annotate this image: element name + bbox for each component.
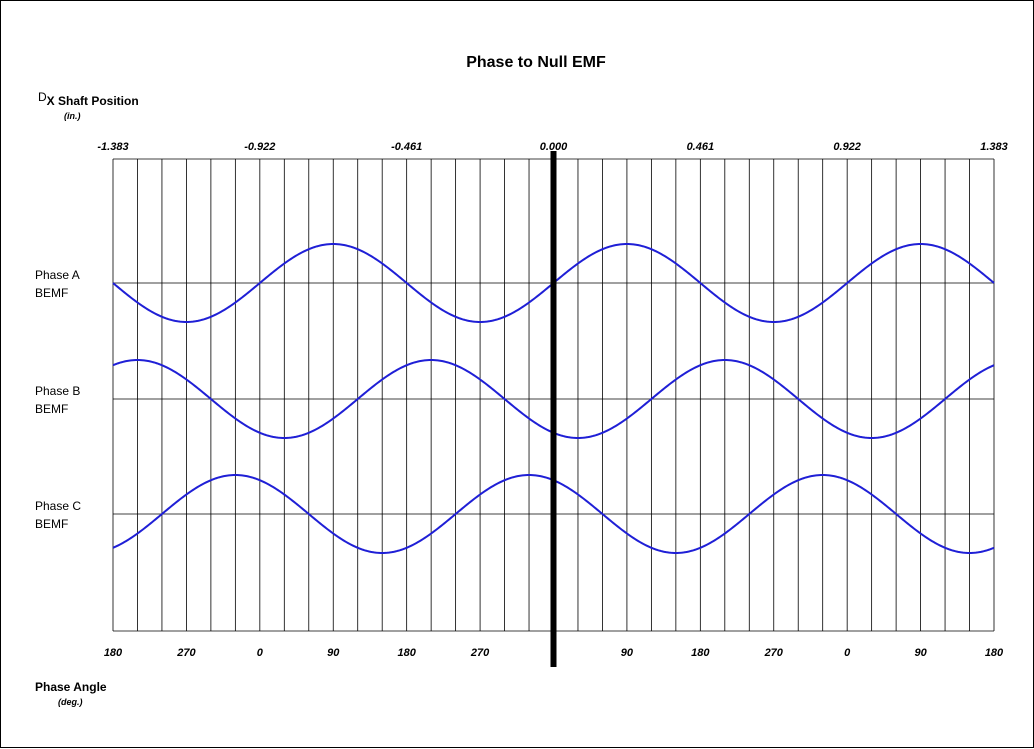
top-axis-label-text: X Shaft Position	[47, 94, 139, 108]
series-label-2-line2: BEMF	[35, 517, 68, 531]
bottom-axis-label: Phase Angle	[35, 680, 107, 694]
bottom-tick-label-0: 180	[104, 647, 123, 659]
bottom-axis-unit: (deg.)	[58, 697, 83, 707]
series-label-2-line1: Phase C	[35, 499, 81, 513]
series-label-1-line1: Phase B	[35, 384, 80, 398]
chart-title: Phase to Null EMF	[466, 54, 606, 71]
top-tick-label-3: 0.000	[540, 141, 568, 153]
bottom-tick-label-8: 180	[691, 647, 710, 659]
top-tick-label-4: 0.461	[687, 141, 715, 153]
top-axis-label: DX Shaft Position	[38, 90, 139, 108]
bottom-tick-label-5: 270	[470, 647, 490, 659]
bottom-tick-label-10: 0	[844, 647, 851, 659]
series-labels: Phase A BEMF Phase B BEMF Phase C BEMF	[35, 268, 81, 531]
bottom-tick-label-7: 90	[621, 647, 634, 659]
top-tick-label-6: 1.383	[980, 141, 1008, 153]
series-label-1-line2: BEMF	[35, 402, 68, 416]
bottom-tick-label-11: 90	[914, 647, 927, 659]
bottom-tick-label-2: 0	[257, 647, 264, 659]
bottom-tick-label-3: 90	[327, 647, 340, 659]
top-axis-unit: (in.)	[64, 111, 81, 121]
series-label-0-line1: Phase A	[35, 268, 80, 282]
series-label-0-line2: BEMF	[35, 286, 68, 300]
top-tick-labels: -1.383 -0.922 -0.461 0.000 0.461 0.922 1.383	[97, 141, 1007, 153]
grid	[112, 158, 995, 632]
bottom-tick-label-4: 180	[397, 647, 416, 659]
bottom-tick-label-9: 270	[764, 647, 784, 659]
bottom-tick-label-1: 270	[176, 647, 196, 659]
bottom-tick-label-12: 180	[985, 647, 1004, 659]
top-tick-label-5: 0.922	[833, 141, 861, 153]
top-tick-label-2: -0.461	[391, 141, 422, 153]
top-tick-label-0: -1.383	[97, 141, 128, 153]
top-axis-label-prefix: D	[38, 90, 47, 104]
top-tick-label-1: -0.922	[244, 141, 275, 153]
